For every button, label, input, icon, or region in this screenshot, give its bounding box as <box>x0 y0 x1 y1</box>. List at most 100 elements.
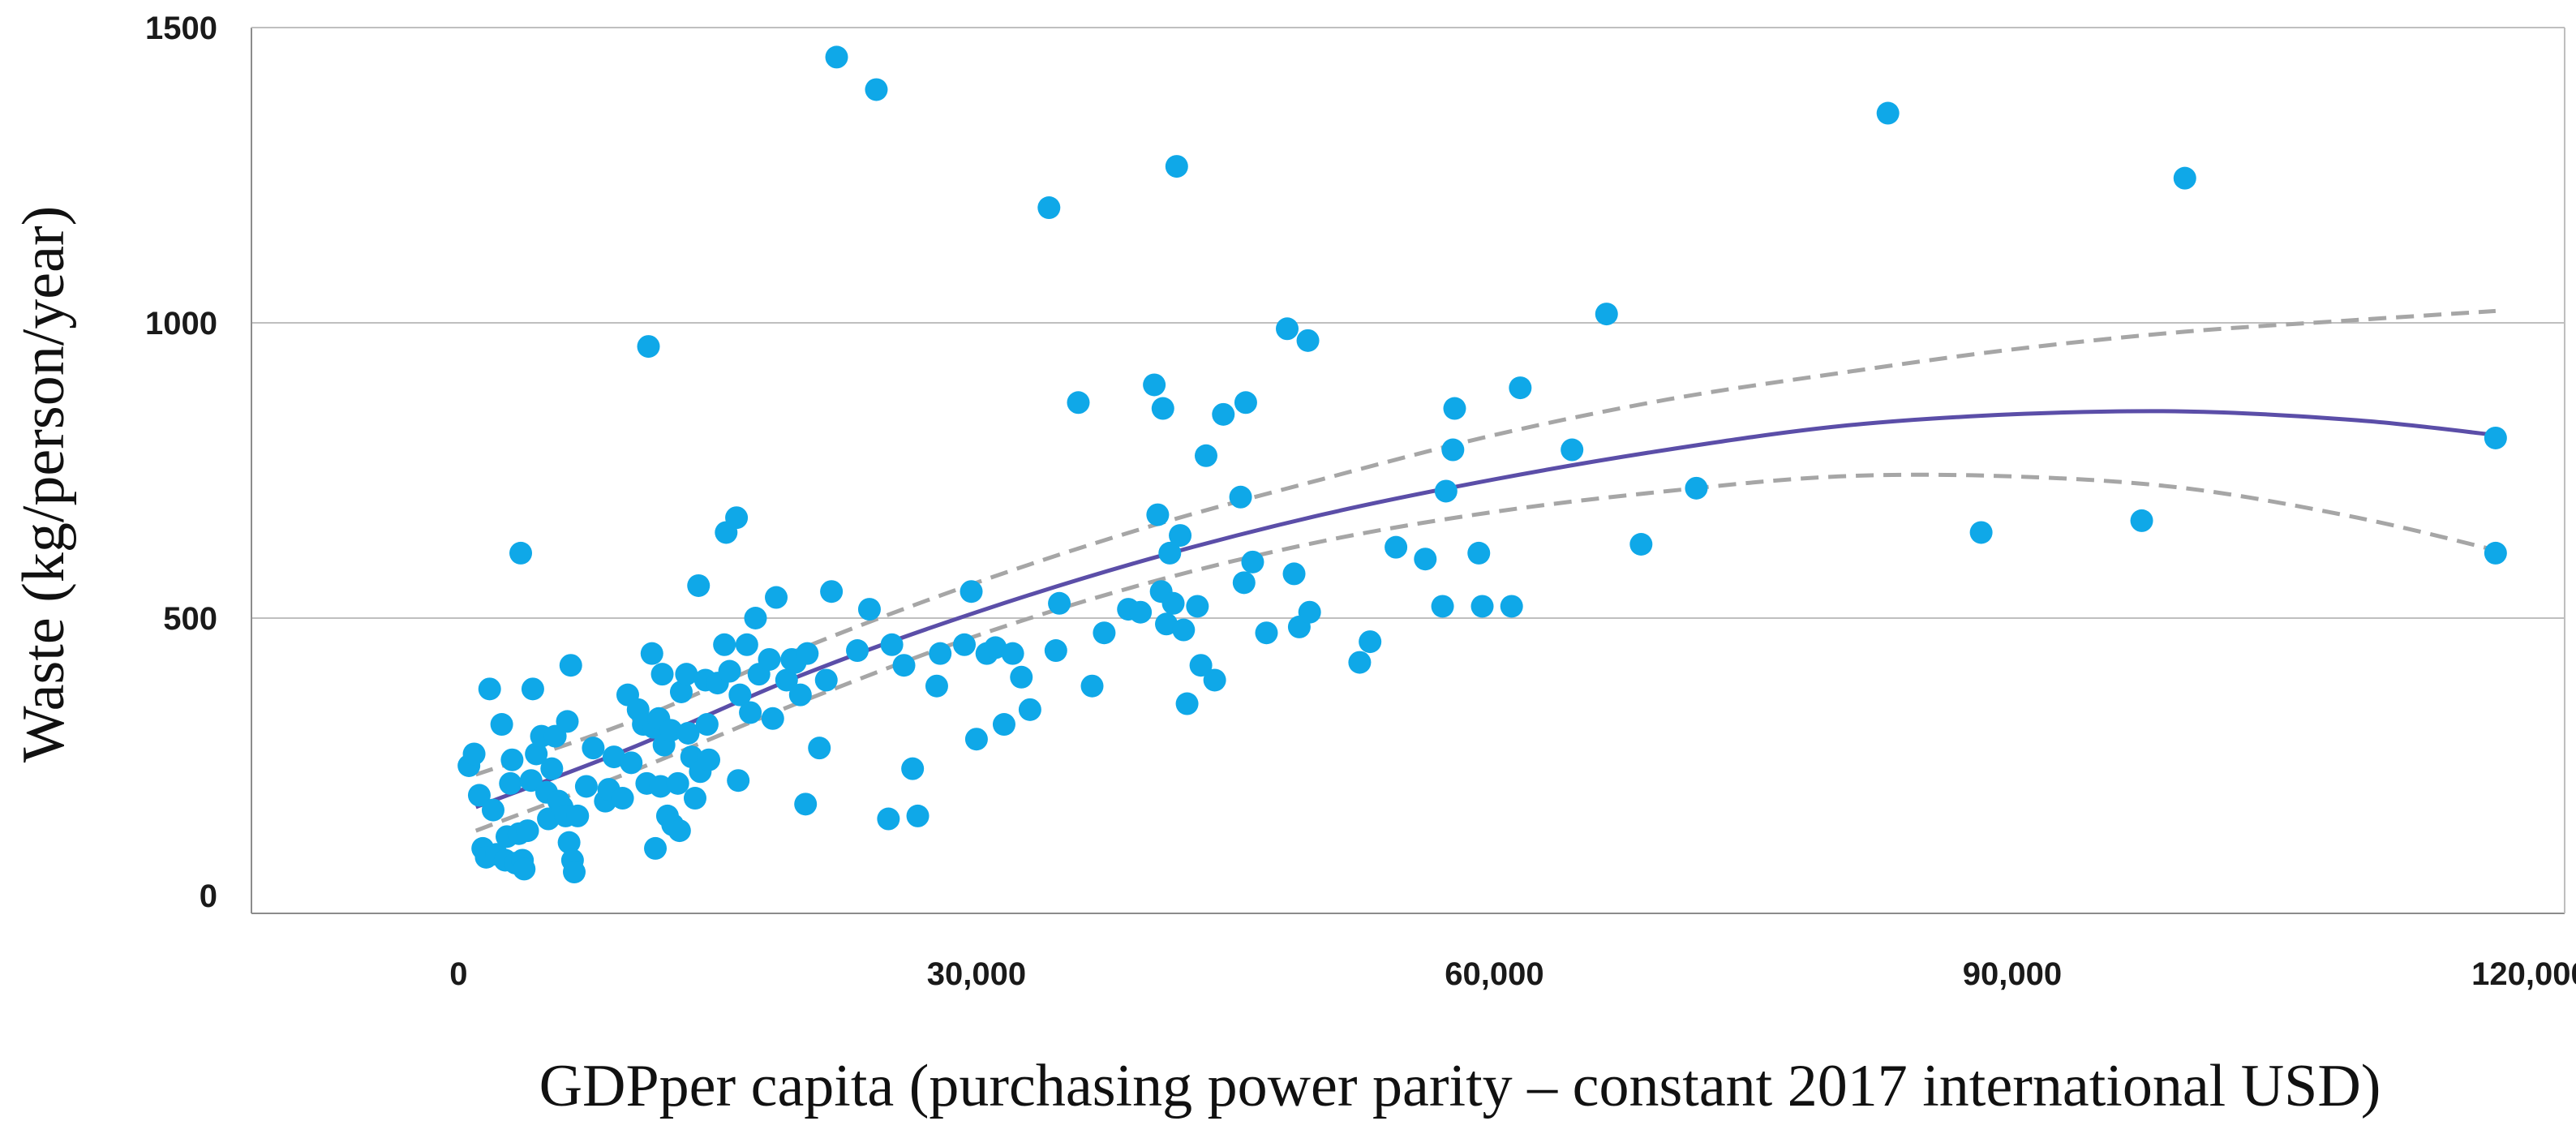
data-point <box>1093 621 1116 645</box>
data-point <box>718 659 741 683</box>
data-point <box>556 710 579 733</box>
data-point <box>659 719 683 742</box>
data-point <box>540 757 564 780</box>
data-point <box>1155 612 1179 636</box>
axes <box>251 27 2565 914</box>
data-point <box>1175 692 1199 715</box>
data-point <box>728 683 752 707</box>
data-point <box>865 78 888 101</box>
fit-curve <box>474 409 2497 810</box>
data-point <box>906 804 930 827</box>
data-point <box>1359 630 1382 654</box>
x-tick-label: 0 <box>449 956 467 992</box>
data-point <box>877 807 900 831</box>
data-point <box>640 642 663 665</box>
x-tick-label: 120,000 <box>2471 956 2576 992</box>
data-point <box>669 681 693 703</box>
data-point <box>683 787 706 810</box>
data-point <box>1203 668 1226 692</box>
y-tick-label: 0 <box>200 878 217 914</box>
data-point <box>1276 317 1299 341</box>
data-point <box>1470 595 1494 618</box>
lower-ci-curve <box>474 472 2497 833</box>
data-point <box>499 771 522 795</box>
data-point <box>1067 391 1090 415</box>
data-point <box>490 713 513 737</box>
data-point <box>1467 541 1491 565</box>
data-point <box>1234 391 1257 415</box>
data-point <box>1876 101 1900 125</box>
y-tick-label: 1000 <box>145 306 217 341</box>
gridlines <box>251 27 2565 619</box>
data-point <box>761 707 784 730</box>
data-point <box>574 775 598 798</box>
data-point <box>1010 665 1033 689</box>
data-point <box>2484 426 2507 449</box>
data-point <box>1080 674 1104 698</box>
upper-ci-curve <box>474 308 2497 777</box>
data-point <box>984 636 1007 659</box>
data-point <box>676 721 700 745</box>
data-point <box>2484 541 2507 565</box>
data-point <box>1172 618 1196 642</box>
data-point <box>1685 476 1708 500</box>
data-point <box>566 804 590 827</box>
data-point <box>666 771 689 795</box>
data-point <box>846 639 869 663</box>
data-point <box>1232 571 1256 595</box>
data-point <box>1561 438 1584 462</box>
data-point <box>519 769 543 793</box>
data-point <box>857 598 881 621</box>
data-point <box>880 633 904 656</box>
data-point <box>1161 591 1185 615</box>
data-point <box>901 757 925 780</box>
data-point <box>1595 303 1618 326</box>
data-point <box>675 663 698 686</box>
data-point <box>744 607 767 629</box>
data-point <box>1143 373 1166 397</box>
data-point <box>992 713 1015 737</box>
data-point <box>481 798 504 822</box>
x-tick-label: 60,000 <box>1445 956 1543 992</box>
data-point <box>513 857 536 881</box>
data-point <box>964 728 988 751</box>
data-point <box>687 573 711 597</box>
data-point <box>775 668 798 692</box>
data-point <box>1186 595 1209 618</box>
data-point <box>611 787 634 810</box>
confidence-bands <box>474 308 2497 833</box>
data-point <box>820 580 844 604</box>
data-point <box>765 586 788 609</box>
data-point <box>1241 550 1264 573</box>
data-point <box>953 633 977 656</box>
data-point <box>644 836 668 860</box>
x-tick-label: 90,000 <box>1963 956 2062 992</box>
data-point <box>2130 509 2153 532</box>
data-point <box>1348 651 1372 674</box>
data-point <box>1434 479 1458 503</box>
data-point <box>1629 533 1653 556</box>
data-point <box>929 642 952 665</box>
data-point <box>1296 329 1320 352</box>
data-point <box>814 668 838 692</box>
y-axis-title: Waste (kg/person/year) <box>11 206 77 763</box>
data-point <box>650 663 674 686</box>
data-point <box>1385 535 1408 559</box>
data-point <box>1129 600 1153 624</box>
data-point <box>525 742 548 766</box>
data-point <box>1146 503 1170 526</box>
data-point <box>1048 591 1071 615</box>
data-point <box>1500 595 1523 618</box>
data-point <box>758 647 781 671</box>
data-point <box>788 683 812 707</box>
data-point <box>892 654 916 677</box>
data-point <box>1441 438 1465 462</box>
data-point <box>521 677 544 701</box>
data-point <box>559 654 582 677</box>
data-point <box>1037 196 1061 220</box>
data-point <box>825 45 848 69</box>
data-point <box>1194 444 1217 467</box>
data-point <box>925 674 948 698</box>
data-point <box>1229 485 1252 509</box>
data-point <box>668 819 691 843</box>
